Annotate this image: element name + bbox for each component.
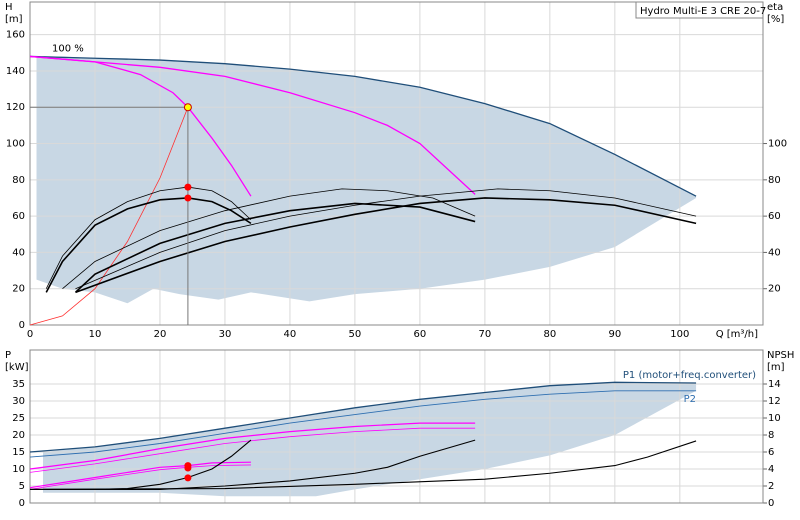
curve (29, 381, 697, 453)
curve-label: P2 (684, 394, 696, 405)
y-tick-label: 30 (12, 396, 25, 407)
curve (74, 202, 476, 293)
y-tick-label: 80 (12, 175, 25, 186)
x-tick-label: 80 (543, 329, 556, 340)
operating-point (184, 464, 192, 472)
curve (29, 427, 476, 473)
y2-tick-label: 100 (768, 139, 787, 150)
y2-tick-label: 8 (768, 430, 774, 441)
y-tick-label: 120 (6, 102, 25, 113)
curve-label: 100 % (52, 43, 84, 54)
y2-tick-label: 40 (768, 247, 781, 258)
curve (75, 188, 697, 290)
y2-tick-label: 0 (768, 498, 774, 509)
x-axis-label: Q [m³/h] (716, 329, 758, 340)
y-tick-label: 35 (12, 379, 25, 390)
y-tick-label: 0 (19, 498, 25, 509)
title-box (635, 1, 764, 19)
operating-point (184, 474, 192, 482)
y-tick-label: 160 (6, 30, 25, 41)
curve (45, 197, 252, 293)
x-tick-label: 30 (219, 329, 232, 340)
y2-tick-label: 4 (768, 464, 774, 475)
y-tick-label: 40 (12, 247, 25, 258)
operating-point (183, 103, 192, 112)
curve (29, 464, 251, 490)
y-axis-label: H (5, 2, 13, 13)
curve (29, 55, 476, 195)
chart-title: Hydro Multi-E 3 CRE 20-7 (640, 6, 766, 17)
operating-point (184, 194, 192, 202)
y-tick-label: 20 (12, 430, 25, 441)
curve (29, 107, 189, 326)
x-tick-label: 20 (154, 329, 167, 340)
y2-axis-label: NPSH (767, 350, 794, 361)
curve-label: P1 (motor+freq.converter) (623, 370, 756, 381)
curve (29, 461, 251, 489)
y-tick-label: 15 (12, 447, 25, 458)
plot-frame (29, 1, 764, 326)
curve (45, 186, 252, 289)
x-tick-label: 0 (27, 329, 33, 340)
curve (29, 55, 697, 197)
y2-tick-label: 60 (768, 211, 781, 222)
curve (75, 197, 697, 294)
y2-tick-label: 80 (768, 175, 781, 186)
y2-tick-label: 14 (768, 379, 781, 390)
plot-frame (29, 349, 764, 504)
x-tick-label: 90 (608, 329, 621, 340)
y-tick-label: 60 (12, 211, 25, 222)
y2-axis-label: [m] (767, 362, 785, 373)
operating-range (42, 382, 697, 497)
y-axis-label: P (5, 350, 11, 361)
curve (29, 55, 252, 197)
y-tick-label: 10 (12, 464, 25, 475)
y-tick-label: 140 (6, 66, 25, 77)
y2-axis-label: eta (767, 2, 783, 13)
y2-tick-label: 20 (768, 284, 781, 295)
x-tick-label: 40 (284, 329, 297, 340)
y-tick-label: 100 (6, 139, 25, 150)
curve (29, 390, 697, 458)
y2-tick-label: 12 (768, 396, 781, 407)
curve (29, 422, 476, 470)
y-axis-label: [kW] (5, 362, 29, 373)
x-tick-label: 10 (89, 329, 102, 340)
y-tick-label: 25 (12, 413, 25, 424)
y2-axis-label: [%] (767, 14, 784, 25)
x-tick-label: 100 (670, 329, 689, 340)
operating-point (184, 183, 192, 191)
y2-tick-label: 6 (768, 447, 774, 458)
x-tick-label: 70 (479, 329, 492, 340)
curve (62, 188, 476, 290)
y-tick-label: 5 (19, 481, 25, 492)
y-tick-label: 20 (12, 284, 25, 295)
curve (29, 440, 697, 490)
x-tick-label: 50 (349, 329, 362, 340)
y-tick-label: 0 (19, 320, 25, 331)
x-tick-label: 60 (414, 329, 427, 340)
y2-tick-label: 2 (768, 481, 774, 492)
y-axis-label: [m] (5, 14, 23, 25)
y2-tick-label: 10 (768, 413, 781, 424)
